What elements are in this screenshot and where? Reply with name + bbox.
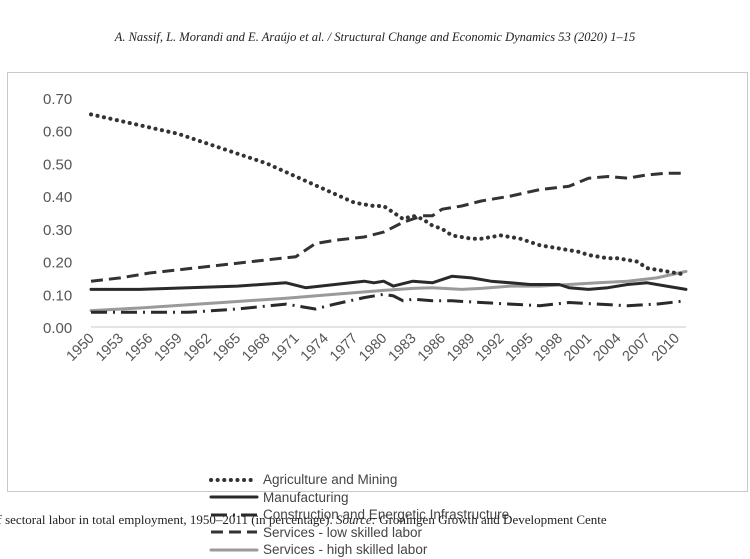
y-tick-label: 0.40 xyxy=(43,189,72,206)
x-tick-label: 1965 xyxy=(210,331,244,365)
x-tick-label: 1983 xyxy=(386,331,420,365)
figure-caption: e of sectoral labor in total employment,… xyxy=(0,512,607,528)
legend-item: Agriculture and Mining xyxy=(208,471,509,489)
series-line-manufacturing xyxy=(89,274,688,291)
x-tick-label: 1959 xyxy=(151,331,185,365)
y-tick-label: 0.30 xyxy=(43,222,72,239)
x-tick-label: 1974 xyxy=(298,331,332,365)
figure-frame: 0.00 0.10 0.20 0.30 0.40 0.50 0.60 0.70 1950 1953… xyxy=(7,72,748,557)
x-tick-label: 1980 xyxy=(356,331,390,365)
series-line-services-high-skilled-labor xyxy=(89,269,688,313)
legend-swatch xyxy=(211,513,257,517)
journal-header: A. Nassif, L. Morandi and E. Araújo et a… xyxy=(114,30,636,44)
x-tick-label: 1968 xyxy=(239,331,273,365)
y-tick-label: 0.50 xyxy=(43,156,72,173)
x-tick-label: 1998 xyxy=(532,331,566,365)
x-tick-label: 2010 xyxy=(649,331,683,365)
legend-swatch xyxy=(211,530,257,534)
y-tick-label: 0.70 xyxy=(43,91,72,108)
legend-item: Services - low skilled labor xyxy=(208,524,509,542)
x-tick-label: 1992 xyxy=(473,331,507,365)
series-line-agriculture-and-mining xyxy=(89,112,688,277)
legend-swatch xyxy=(209,548,259,552)
legend-swatch xyxy=(209,477,259,482)
caption-source-label: Source: xyxy=(336,512,376,527)
legend-item: Services - high skilled labor xyxy=(208,541,509,559)
x-tick-label: 1956 xyxy=(122,331,156,365)
x-tick-label: 1953 xyxy=(93,331,127,365)
legend-label: Services - low skilled labor xyxy=(263,524,423,540)
legend-label: Manufacturing xyxy=(263,489,349,505)
y-tick-label: 0.60 xyxy=(43,124,72,141)
legend-item: Manufacturing xyxy=(208,489,509,507)
line-chart: 0.000.100.200.300.400.500.600.7019501953… xyxy=(43,91,688,365)
x-tick-label: 2001 xyxy=(561,331,595,365)
x-tick-label: 1995 xyxy=(503,331,537,365)
x-tick-label: 1971 xyxy=(269,331,303,365)
x-tick-label: 1986 xyxy=(415,331,449,365)
x-tick-label: 1977 xyxy=(327,331,361,365)
y-tick-label: 0.10 xyxy=(43,287,72,304)
series-line-construction-and-energetic-infrastructure xyxy=(91,292,687,314)
legend-label: Services - high skilled labor xyxy=(263,542,428,558)
y-tick-label: 0.20 xyxy=(43,255,72,272)
x-tick-label: 2007 xyxy=(620,331,654,365)
y-tick-label: 0.00 xyxy=(43,320,72,337)
legend-swatch xyxy=(209,495,259,499)
x-tick-label: 2004 xyxy=(590,331,624,365)
x-tick-label: 1962 xyxy=(181,331,215,365)
series-line-services-low-skilled-labor xyxy=(90,171,686,283)
caption-source-text: Groningen Growth and Development Cente xyxy=(379,512,607,527)
legend-label: Construction and Energetic Infrastructur… xyxy=(263,507,510,523)
caption-text: e of sectoral labor in total employment,… xyxy=(0,512,333,527)
x-tick-label: 1989 xyxy=(444,331,478,365)
legend-label: Agriculture and Mining xyxy=(263,472,398,488)
legend-item: Construction and Energetic Infrastructur… xyxy=(208,506,509,524)
